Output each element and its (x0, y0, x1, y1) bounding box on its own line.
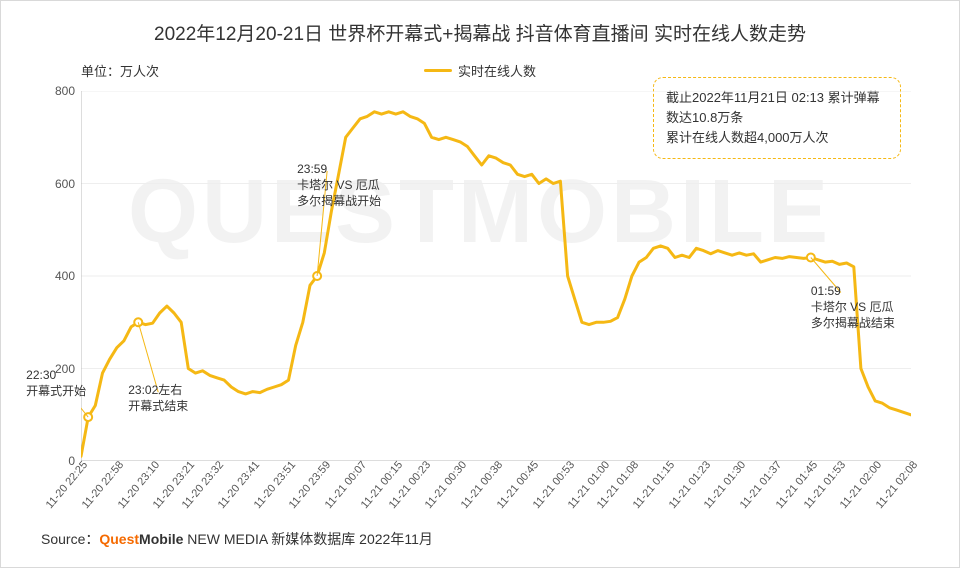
y-tick-label: 0 (41, 454, 75, 468)
y-tick-label: 400 (41, 269, 75, 283)
series-line (81, 112, 911, 457)
source-brand-b: Mobile (139, 531, 183, 547)
chart-container: { "title": "2022年12月20-21日 世界杯开幕式+揭幕战 抖音… (0, 0, 960, 568)
chart-area: 0200400600800 11-20 22:2511-20 22:5811-2… (81, 91, 911, 461)
y-tick-label: 600 (41, 177, 75, 191)
y-tick-label: 800 (41, 84, 75, 98)
source-line: Source：QuestMobile NEW MEDIA 新媒体数据库 2022… (41, 529, 433, 549)
legend: 实时在线人数 (424, 61, 536, 80)
markers (84, 254, 815, 422)
annotation: 01:59卡塔尔 VS 厄瓜多尔揭幕战结束 (811, 283, 895, 332)
legend-swatch (424, 69, 452, 72)
y-axis-unit: 单位：万人次 (81, 61, 159, 80)
annotation: 23:59卡塔尔 VS 厄瓜多尔揭幕战开始 (297, 161, 381, 210)
chart-svg (81, 91, 911, 461)
legend-label: 实时在线人数 (458, 61, 536, 80)
callout-lines (81, 171, 841, 417)
annotation: 22:30开幕式开始 (26, 367, 86, 399)
source-prefix: Source： (41, 531, 99, 547)
source-rest: NEW MEDIA 新媒体数据库 2022年11月 (183, 531, 432, 547)
annotation: 23:02左右开幕式结束 (128, 382, 188, 414)
gridlines (81, 91, 911, 461)
source-brand-a: Quest (99, 531, 139, 547)
chart-title: 2022年12月20-21日 世界杯开幕式+揭幕战 抖音体育直播间 实时在线人数… (1, 1, 959, 46)
